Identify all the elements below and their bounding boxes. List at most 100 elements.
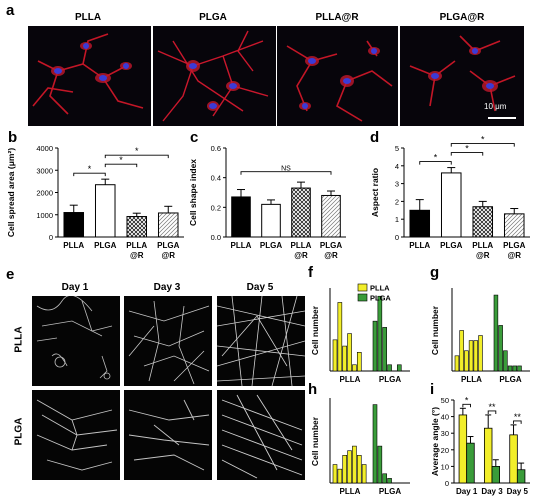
- panel-d-bar: [409, 209, 431, 238]
- panel-i-sig-bracket: [462, 403, 471, 408]
- panel-h-bar: [372, 404, 378, 484]
- panel-d-xtick-label: @R: [507, 251, 521, 260]
- panel-f-bar: [337, 302, 343, 372]
- panel-c-sig-label: NS: [281, 166, 291, 173]
- panel-a-title-2: PLGA: [199, 12, 227, 23]
- panel-g-bar: [493, 294, 499, 372]
- panel-g-bar: [512, 365, 518, 372]
- panel-c-xtick-label: PLGA: [260, 241, 282, 250]
- panel-h-bar: [347, 450, 352, 484]
- panel-f-legend-label: PLGA: [370, 294, 391, 303]
- panel-g-bar: [478, 335, 483, 372]
- scalebar-label: 10 μm: [484, 102, 507, 111]
- panel-b-bar: [63, 212, 85, 238]
- panel-h-letter: h: [308, 381, 317, 398]
- panel-b-xtick-label: @R: [161, 251, 175, 260]
- panel-d-xtick-label: @R: [476, 251, 490, 260]
- panel-d-ytick-label: 2: [395, 197, 399, 206]
- panel-d-sig-bracket: [450, 143, 515, 147]
- panel-f-bar: [342, 345, 347, 372]
- panel-c-ylabel: Cell shape index: [188, 159, 198, 226]
- panel-g-bar: [459, 330, 464, 372]
- panel-g-bar: [468, 340, 474, 372]
- panel-h-bar: [332, 464, 338, 484]
- panel-i-ytick-label: 50: [441, 396, 449, 405]
- panel-d-sig-bracket: [450, 152, 484, 156]
- panel-c-bar: [291, 187, 311, 238]
- panel-a-title-3: PLLA@R: [315, 12, 359, 23]
- panel-c-xtick-label: PLLA: [291, 241, 312, 250]
- panel-d-xtick-label: PLLA: [472, 241, 493, 250]
- panel-i-sig-label: **: [488, 402, 496, 412]
- panel-b-ylabel: Cell spread area (μm²): [6, 148, 16, 237]
- panel-g-bar: [498, 325, 503, 372]
- panel-d-bar: [503, 213, 525, 238]
- panel-c-ytick-label: 0.0: [211, 233, 221, 242]
- panel-i-ytick-label: 10: [441, 462, 449, 471]
- panel-i-xtick-label: Day 5: [507, 487, 529, 496]
- panel-b-sig-bracket: [104, 154, 169, 159]
- panel-b-ytick-label: 0: [49, 233, 53, 242]
- panel-e-plga-day5: [217, 390, 305, 480]
- panel-f-bar: [352, 364, 357, 372]
- panel-h-bar: [342, 455, 347, 484]
- panel-i-bar: [458, 414, 468, 484]
- panel-h-ylabel: Cell number: [310, 416, 320, 466]
- panel-g-bar: [507, 365, 513, 372]
- panel-h-bar: [377, 445, 383, 484]
- panel-g-ylabel: Cell number: [430, 305, 440, 355]
- panel-c-bar: [231, 196, 251, 238]
- panel-h-bar: [382, 473, 387, 484]
- panel-f-bar: [377, 295, 383, 372]
- panel-f-xtick-label: PLLA: [340, 375, 361, 384]
- panel-d-xtick-label: PLLA: [409, 241, 430, 250]
- panel-i-ylabel: Average angle (°): [430, 407, 440, 476]
- panel-g-xtick-label: PLGA: [499, 375, 521, 384]
- panel-b-bar: [126, 216, 148, 238]
- panel-d-bar: [440, 172, 462, 238]
- panel-b-xtick-label: @R: [130, 251, 144, 260]
- panel-d-letter: d: [370, 129, 379, 146]
- panel-f-bar: [387, 364, 392, 372]
- panel-c-ytick-label: 0.2: [211, 203, 221, 212]
- panel-b-ytick-label: 3000: [36, 166, 53, 175]
- panel-d-ytick-label: 5: [395, 144, 399, 153]
- panel-c-xtick-label: PLLA: [231, 241, 252, 250]
- panel-b-ytick-label: 1000: [36, 211, 53, 220]
- panel-i-sig-label: *: [465, 395, 469, 405]
- panel-c-xtick-label: PLGA: [320, 241, 342, 250]
- panel-f-legend-label: PLLA: [370, 284, 390, 293]
- panel-g-bar: [503, 350, 508, 372]
- panel-g-bar: [473, 340, 479, 372]
- panel-g-bar: [464, 350, 469, 372]
- panel-d-xtick-label: PLGA: [440, 241, 462, 250]
- panel-a-title-4: PLGA@R: [439, 12, 485, 23]
- panel-b-sig-bracket: [104, 163, 138, 168]
- panel-f-ylabel: Cell number: [310, 305, 320, 355]
- panel-h-xtick-label: PLLA: [340, 487, 361, 496]
- micrograph-plga: [153, 26, 276, 126]
- panel-b-sig-label: *: [135, 146, 139, 156]
- panel-h-bar: [352, 445, 357, 484]
- panel-c-ytick-label: 0.4: [211, 174, 221, 183]
- panel-d-ytick-label: 3: [395, 180, 399, 189]
- panel-e-row-plga: PLGA: [13, 417, 25, 446]
- panel-d-ytick-label: 1: [395, 215, 399, 224]
- panel-d-sig-label: *: [465, 144, 469, 154]
- panel-f-letter: f: [308, 264, 314, 281]
- panel-i-letter: i: [430, 381, 434, 398]
- panel-d-xtick-label: PLGA: [503, 241, 525, 250]
- panel-c-xtick-label: @R: [294, 251, 308, 260]
- panel-i-sig-bracket: [513, 420, 522, 424]
- panel-e-plla-day1: [32, 296, 120, 386]
- panel-g-bar: [517, 365, 522, 372]
- panel-d-ytick-label: 0: [395, 233, 399, 242]
- micrograph-plga-r: 10 μm: [400, 26, 524, 126]
- panel-i-ytick-label: 30: [441, 429, 449, 438]
- panel-i-bar: [491, 465, 500, 484]
- panel-b-letter: b: [8, 129, 17, 146]
- panel-f-bar: [382, 327, 387, 372]
- panel-e-title-day1: Day 1: [61, 282, 89, 293]
- panel-c-sig-bracket: [240, 171, 332, 175]
